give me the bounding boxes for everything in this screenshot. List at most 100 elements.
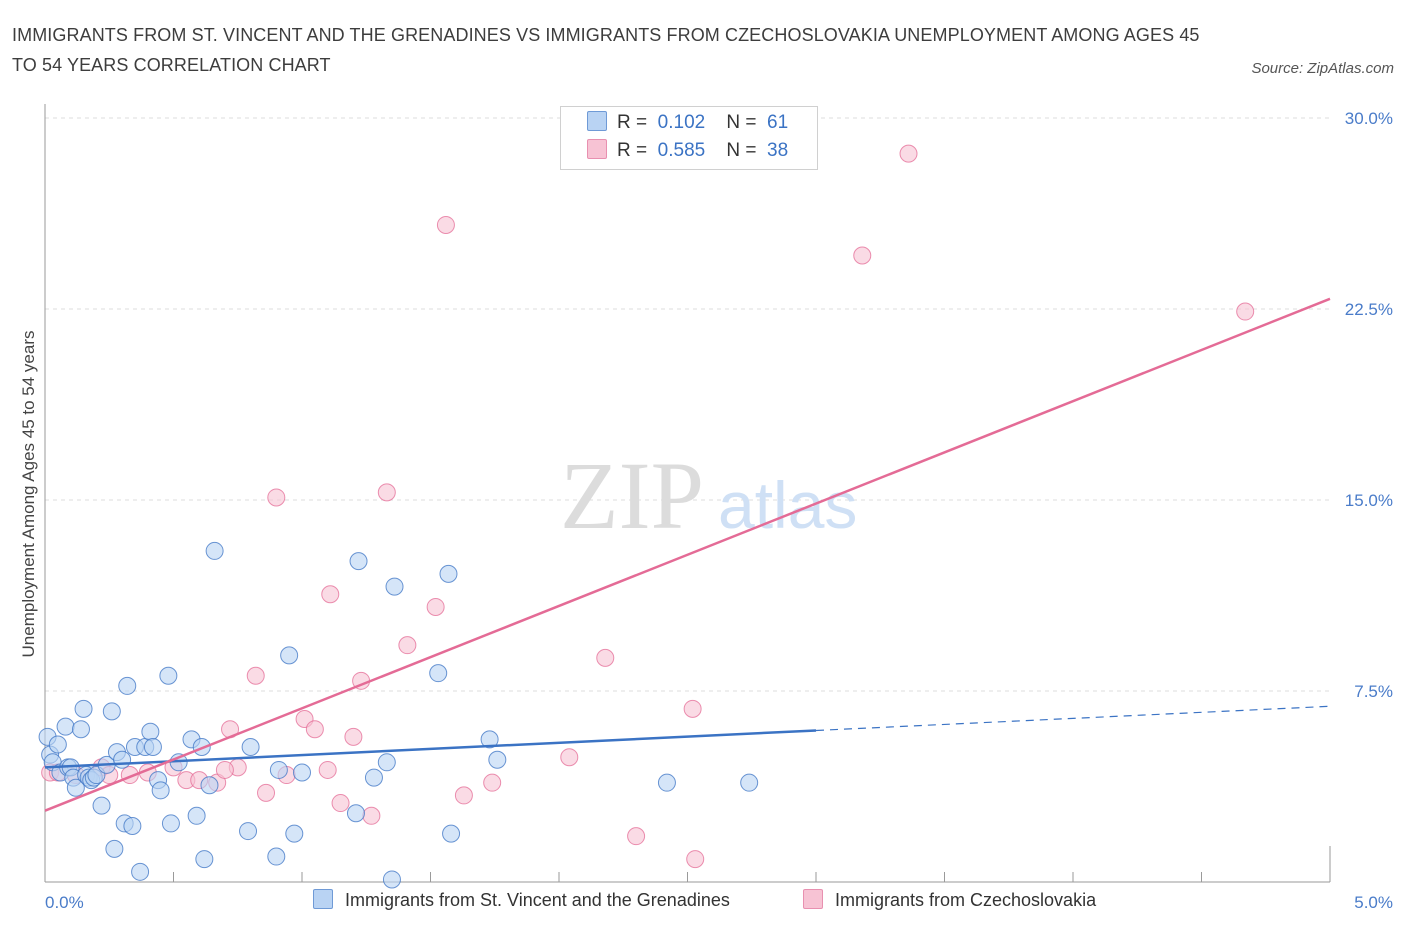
- legend-n-value: 38: [767, 140, 789, 161]
- point-czechoslovakia: [454, 786, 473, 805]
- point-st-vincent: [102, 702, 121, 721]
- point-st-vincent: [71, 720, 90, 739]
- point-st-vincent: [377, 753, 396, 772]
- point-czechoslovakia: [596, 648, 615, 667]
- point-st-vincent: [48, 735, 67, 754]
- point-st-vincent: [141, 722, 160, 741]
- point-czechoslovakia: [899, 144, 918, 163]
- point-st-vincent: [105, 839, 124, 858]
- point-st-vincent: [385, 577, 404, 596]
- y-axis-label: Unemployment Among Ages 45 to 54 years: [19, 331, 38, 658]
- point-czechoslovakia: [627, 827, 646, 846]
- source-note: Source: ZipAtlas.com: [1251, 60, 1394, 77]
- point-czechoslovakia: [318, 760, 337, 779]
- point-czechoslovakia: [683, 699, 702, 718]
- point-st-vincent: [56, 717, 75, 736]
- point-st-vincent: [241, 738, 260, 757]
- x-tick-label-max: 5.0%: [1354, 893, 1393, 912]
- point-czechoslovakia: [436, 215, 455, 234]
- point-czechoslovakia: [362, 806, 381, 825]
- point-czechoslovakia: [426, 597, 445, 616]
- point-czechoslovakia: [344, 727, 363, 746]
- trend-line-st-vincent: [44, 729, 817, 769]
- series-legend-swatch-pink: [803, 889, 823, 909]
- point-st-vincent: [293, 763, 311, 782]
- series-legend-czechoslovakia: Immigrants from Czechoslovakia: [803, 889, 1096, 911]
- legend-n-value: 61: [767, 112, 789, 133]
- point-st-vincent: [657, 773, 676, 792]
- legend-r-value: 0.585: [657, 140, 706, 161]
- point-st-vincent: [92, 796, 111, 815]
- point-czechoslovakia: [1236, 302, 1255, 321]
- point-st-vincent: [740, 773, 759, 792]
- point-czechoslovakia: [267, 488, 286, 507]
- point-st-vincent: [346, 804, 365, 823]
- point-st-vincent: [239, 822, 258, 841]
- point-czechoslovakia: [560, 748, 579, 767]
- point-st-vincent: [74, 699, 93, 718]
- trend-line-st-vincent-extension: [815, 705, 1331, 732]
- point-czechoslovakia: [686, 850, 705, 869]
- legend-row-st-vincent: R = 0.102 N = 61: [587, 111, 788, 139]
- point-st-vincent: [429, 664, 448, 683]
- point-st-vincent: [131, 862, 150, 881]
- legend-r-value: 0.102: [657, 112, 706, 133]
- point-st-vincent: [442, 824, 461, 843]
- point-st-vincent: [143, 738, 162, 757]
- point-st-vincent: [151, 781, 170, 800]
- point-czechoslovakia: [377, 483, 396, 502]
- point-czechoslovakia: [398, 636, 417, 655]
- point-st-vincent: [488, 750, 507, 769]
- point-st-vincent: [66, 778, 85, 797]
- legend-n-label: N =: [726, 140, 757, 161]
- chart-title: IMMIGRANTS FROM ST. VINCENT AND THE GREN…: [12, 25, 1200, 75]
- point-st-vincent: [118, 676, 137, 695]
- point-st-vincent: [364, 768, 383, 787]
- point-st-vincent: [195, 850, 214, 869]
- legend-r-label: R =: [617, 112, 648, 133]
- point-st-vincent: [205, 541, 224, 560]
- point-czechoslovakia: [483, 773, 502, 792]
- grid-lines: [45, 117, 1330, 692]
- point-czechoslovakia: [331, 794, 350, 813]
- point-st-vincent: [187, 806, 206, 825]
- series-legend-label: Immigrants from St. Vincent and the Gren…: [345, 890, 730, 910]
- point-st-vincent: [280, 646, 299, 665]
- legend-swatch-pink: [587, 139, 607, 159]
- point-st-vincent: [200, 776, 219, 795]
- point-czechoslovakia: [215, 760, 234, 779]
- point-st-vincent: [269, 760, 288, 779]
- series-legend-st-vincent: Immigrants from St. Vincent and the Gren…: [313, 889, 730, 911]
- legend-swatch-blue: [587, 111, 607, 131]
- watermark-zip: ZIP: [560, 442, 704, 549]
- point-st-vincent: [123, 816, 142, 835]
- y-tick-label: 22.5%: [1345, 300, 1393, 319]
- stats-legend: R = 0.102 N = 61 R = 0.585 N = 38: [560, 106, 818, 170]
- y-tick-label: 15.0%: [1345, 491, 1393, 510]
- point-czechoslovakia: [257, 783, 276, 802]
- trend-lines: [44, 297, 1331, 812]
- point-st-vincent: [267, 847, 286, 866]
- y-tick-label: 7.5%: [1354, 682, 1393, 701]
- series-st-vincent-points: [38, 541, 759, 889]
- point-st-vincent: [382, 870, 401, 889]
- point-st-vincent: [113, 750, 132, 769]
- point-czechoslovakia: [853, 246, 872, 265]
- point-st-vincent: [285, 824, 304, 843]
- point-st-vincent: [480, 730, 499, 749]
- watermark: ZIP atlas: [560, 442, 857, 549]
- y-tick-labels: 7.5% 15.0% 22.5% 30.0%: [1345, 109, 1393, 701]
- legend-r-label: R =: [617, 140, 648, 161]
- point-czechoslovakia: [321, 585, 340, 604]
- point-czechoslovakia: [246, 666, 265, 685]
- legend-n-label: N =: [726, 112, 757, 133]
- point-czechoslovakia: [305, 720, 324, 739]
- series-legend-swatch-blue: [313, 889, 333, 909]
- series-legend-label: Immigrants from Czechoslovakia: [835, 890, 1097, 910]
- trend-line-czechoslovakia: [44, 297, 1331, 812]
- x-tick-label-min: 0.0%: [45, 893, 84, 912]
- point-st-vincent: [439, 564, 458, 583]
- point-st-vincent: [161, 814, 180, 833]
- legend-row-czechoslovakia: R = 0.585 N = 38: [587, 139, 788, 167]
